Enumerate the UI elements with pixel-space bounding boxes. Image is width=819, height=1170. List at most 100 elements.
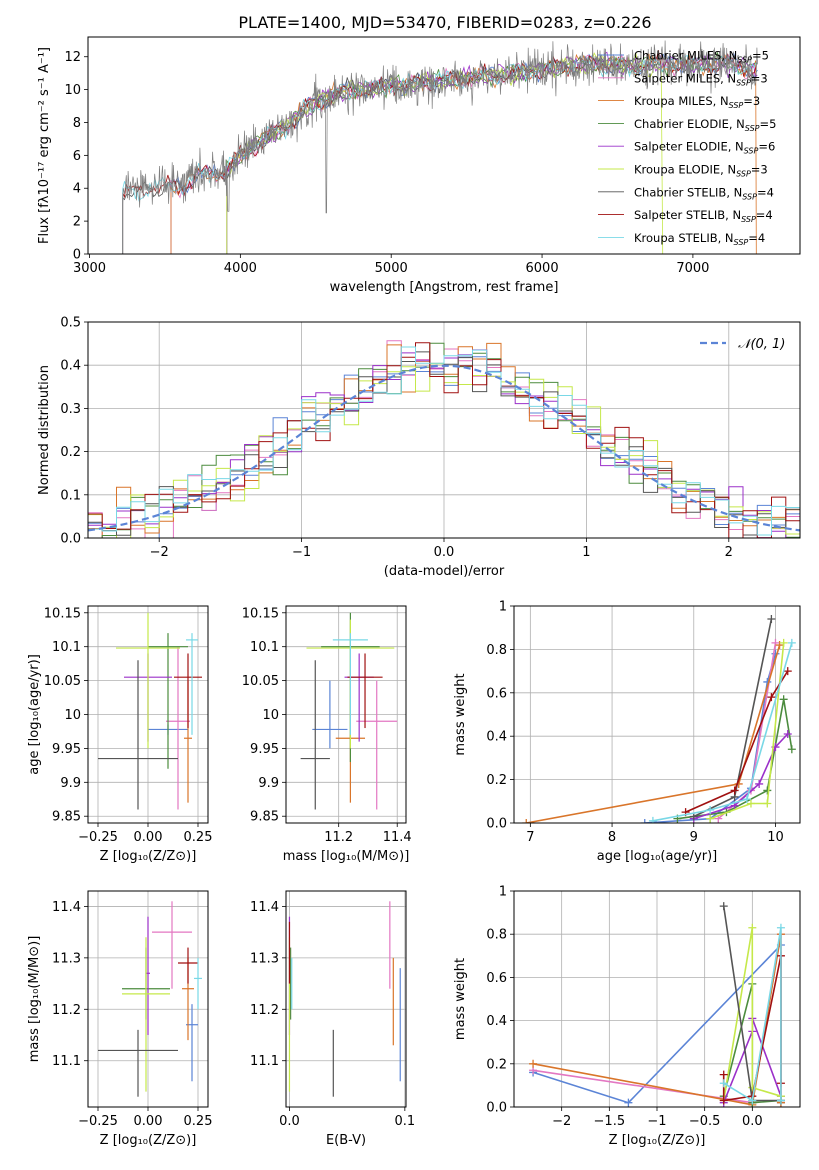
x-tick-label: −1.5 (594, 1114, 626, 1129)
grid (514, 605, 800, 824)
series-kroupa_stelib (648, 638, 796, 823)
legend-subscript: SSP (744, 147, 759, 156)
series-marker (783, 730, 792, 739)
observed-spectrum (122, 40, 758, 254)
x-tick-label: 0.0 (742, 1114, 763, 1129)
series-marker (783, 667, 792, 676)
panel-mass_vs_Z: −0.25 0.00 0.25 11.1 11.2 11.3 11.4 Z [log₁₀(Z/… (27, 890, 213, 1148)
series-marker (706, 805, 715, 814)
y-tick-label: 0 (73, 248, 81, 263)
series-kroupa_miles (522, 641, 784, 823)
y-tick-label: 9.95 (250, 742, 279, 757)
axes-frame (87, 321, 801, 539)
histogram-salpeter_stelib (88, 342, 800, 538)
y-tick-label: 10.15 (242, 606, 279, 621)
series-marker (779, 638, 788, 647)
y-tick-label: 8 (73, 116, 81, 131)
x-tick-label: 1 (582, 545, 590, 560)
x-axis-label: Z [log₁₀(Z/Z⊙)] (100, 849, 197, 864)
y-tick-label: 11.1 (250, 1054, 279, 1069)
legend-subscript: SSP (742, 192, 757, 201)
panel-massweight_vs_Z: −2 −1.5 −1 −0.5 0.0 0.0 0.2 0.4 0.6 0.8 1 Z [log₁₀(… (453, 885, 801, 1148)
series-marker (719, 902, 728, 911)
series-line (652, 642, 793, 822)
series-marker (648, 816, 657, 823)
y-tick-label: 0.8 (486, 643, 507, 658)
legend-label: Kroupa STELIB, NSSP=4 (634, 231, 765, 247)
y-tick-label: 2 (73, 215, 81, 230)
axes-frame (513, 605, 801, 824)
normal-pdf-curve (88, 364, 800, 532)
figure-title: PLATE=1400, MJD=53470, FIBERID=0283, z=0… (238, 13, 651, 32)
legend-subscript: SSP (745, 124, 760, 133)
x-tick-label: 4000 (224, 261, 257, 276)
grid (286, 606, 406, 823)
series-marker (748, 1096, 757, 1105)
x-tick-label: 8 (608, 830, 616, 845)
y-axis-label: mass weight (453, 958, 468, 1040)
y-tick-label: 0.2 (60, 445, 81, 460)
x-tick-label: 0.25 (184, 1114, 213, 1129)
errorbar-kroupa_elodie (122, 937, 170, 1092)
y-tick-label: 11.3 (250, 951, 279, 966)
x-tick-label: 11.2 (324, 830, 353, 845)
y-axis-label: Normed distribution (37, 365, 52, 495)
x-tick-label: 5000 (375, 261, 408, 276)
series-marker (730, 786, 739, 795)
y-tick-label: 9.85 (52, 810, 81, 825)
y-tick-label: 0.0 (486, 817, 507, 832)
axes-frame (87, 36, 801, 255)
y-tick-label: 1 (499, 885, 507, 900)
errorbar-chabrier_stelib (300, 660, 330, 810)
x-tick-label: 10 (767, 830, 784, 845)
y-tick-label: 0.3 (60, 402, 81, 417)
errorbar-salpeter_stelib (178, 947, 198, 984)
y-tick-label: 10 (64, 708, 81, 723)
x-tick-label: −1 (647, 1114, 666, 1129)
errorbar-chabrier_elodie (148, 633, 188, 769)
x-axis-label: (data-model)/error (384, 564, 505, 579)
series-marker (779, 695, 788, 704)
legend-label: Chabrier STELIB, NSSP=4 (634, 185, 774, 201)
x-axis-label: Z [log₁₀(Z/Z⊙)] (609, 1133, 706, 1148)
legend-count: =4 (757, 185, 774, 199)
y-tick-label: 0.0 (486, 1101, 507, 1116)
legend-label: Chabrier MILES, NSSP=5 (634, 49, 769, 65)
series-marker (522, 819, 531, 823)
x-axis-label: age [log₁₀(age/yr)] (597, 849, 718, 864)
plot-area (300, 612, 398, 810)
y-tick-label: 0.2 (486, 773, 507, 788)
y-tick-label: 6 (73, 149, 81, 164)
y-tick-label: 10.15 (44, 606, 81, 621)
series-marker (755, 779, 764, 788)
x-axis-label: mass [log₁₀(M/M⊙)] (283, 849, 410, 864)
errorbar-salpeter_miles (356, 680, 398, 810)
series-marker (776, 923, 785, 932)
y-tick-label: 9.9 (258, 776, 279, 791)
x-tick-label: 0.1 (395, 1114, 416, 1129)
errorbar-kroupa_elodie (116, 612, 180, 749)
series-marker (787, 745, 796, 754)
y-tick-label: 10.1 (250, 640, 279, 655)
x-tick-label: 6000 (526, 261, 559, 276)
legend-label: Salpeter ELODIE, NSSP=6 (634, 140, 775, 156)
errorbar-kroupa_stelib (332, 633, 368, 735)
legend-subscript: SSP (741, 215, 756, 224)
legend-count: =3 (751, 163, 768, 177)
y-tick-label: 0.4 (486, 1014, 507, 1029)
errorbar-salpeter_miles (166, 646, 190, 810)
x-tick-label: 0.0 (434, 545, 455, 560)
legend-label: 𝒩(0, 1) (738, 337, 785, 352)
errorbar-salpeter_stelib (174, 653, 202, 729)
x-tick-label: 3000 (73, 261, 106, 276)
y-tick-label: 11.2 (52, 1003, 81, 1018)
axes-frame (285, 890, 407, 1108)
series-marker (775, 641, 784, 650)
errorbar-chabrier_stelib (98, 1029, 178, 1097)
y-tick-label: 10 (262, 708, 279, 723)
y-tick-label: 11.2 (250, 1003, 279, 1018)
series-marker (767, 615, 776, 624)
series-marker (776, 1096, 785, 1105)
y-tick-label: 0.1 (60, 488, 81, 503)
